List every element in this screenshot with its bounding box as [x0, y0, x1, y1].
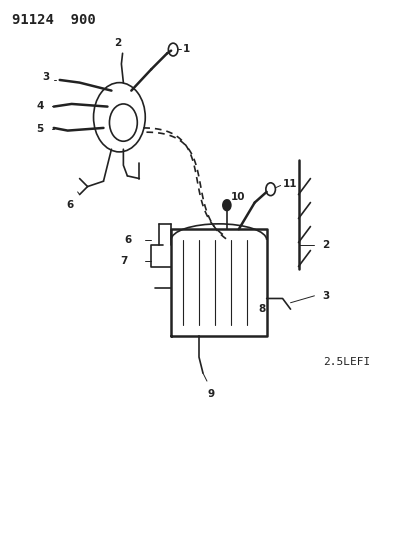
Text: 9: 9 [207, 389, 215, 399]
Text: 3: 3 [43, 72, 50, 82]
Text: 2: 2 [322, 240, 330, 250]
Text: 3: 3 [322, 291, 330, 301]
Text: 7: 7 [120, 256, 127, 266]
Text: 10: 10 [231, 192, 245, 202]
Text: 2: 2 [114, 38, 121, 48]
Text: 4: 4 [36, 101, 44, 110]
Text: 6: 6 [66, 200, 73, 210]
Text: 2.5LEFI: 2.5LEFI [323, 358, 370, 367]
Text: 5: 5 [37, 124, 44, 134]
Text: 91124  900: 91124 900 [12, 13, 96, 27]
Text: 1: 1 [183, 44, 190, 54]
Text: 11: 11 [283, 179, 297, 189]
Circle shape [223, 200, 231, 211]
Text: 8: 8 [259, 304, 266, 314]
Text: 6: 6 [124, 235, 131, 245]
